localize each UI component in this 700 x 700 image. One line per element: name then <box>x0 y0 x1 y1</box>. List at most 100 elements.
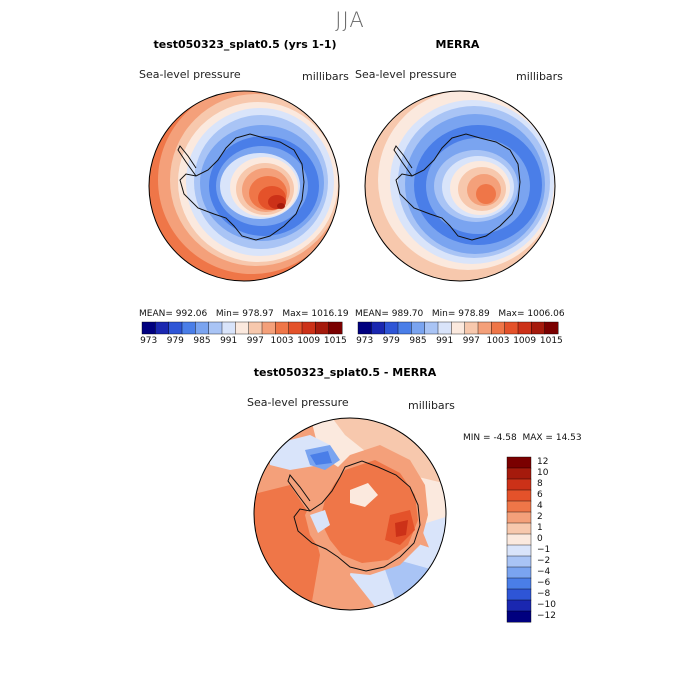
colorbar-swatch <box>506 522 532 535</box>
colorbar-tick-label: 2 <box>537 511 543 522</box>
diff-map-coastline <box>293 460 421 572</box>
colorbar-swatch <box>424 321 439 335</box>
colorbar-swatch <box>506 467 532 480</box>
model-colorbar <box>141 321 343 335</box>
colorbar-tick-label: 973 <box>356 336 374 346</box>
colorbar-swatch <box>261 321 276 335</box>
colorbar-swatch <box>275 321 290 335</box>
diff-max-label: MAX = <box>522 433 553 443</box>
colorbar-swatch <box>517 321 532 335</box>
merra-slp-map <box>364 90 556 282</box>
merra-panel-title: MERRA <box>435 38 480 51</box>
colorbar-tick-label: 973 <box>140 336 158 346</box>
colorbar-swatch <box>397 321 412 335</box>
colorbar-tick-label: 1009 <box>297 336 321 346</box>
colorbar-swatch <box>235 321 250 335</box>
colorbar-swatch <box>141 321 156 335</box>
merra-map-band <box>476 184 496 204</box>
colorbar-swatch <box>288 321 303 335</box>
merra-max-value: 1006.06 <box>527 309 565 319</box>
colorbar-swatch <box>411 321 426 335</box>
colorbar-swatch <box>371 321 386 335</box>
colorbar-swatch <box>437 321 452 335</box>
colorbar-tick-label: 12 <box>537 456 549 467</box>
colorbar-swatch <box>451 321 466 335</box>
diff-min-value: -4.58 <box>493 433 517 443</box>
colorbar-swatch <box>248 321 263 335</box>
diff-variable-label: Sea-level pressure <box>247 396 349 409</box>
model-colorbar-ticks: 973 979 985 991 997 1003 1009 1015 <box>140 336 347 348</box>
model-min-value: 978.97 <box>242 309 274 319</box>
colorbar-tick-label: 997 <box>462 336 480 346</box>
colorbar-tick-label: 1009 <box>513 336 537 346</box>
colorbar-swatch <box>315 321 330 335</box>
colorbar-tick-label: −2 <box>537 555 551 566</box>
model-max-label: Max= <box>282 309 309 319</box>
model-units-label: millibars <box>302 70 349 83</box>
colorbar-swatch <box>506 533 532 546</box>
model-stats: MEAN= 992.06 Min= 978.97 Max= 1016.19 <box>139 309 349 319</box>
diff-slp-map <box>253 417 447 611</box>
diff-units-label: millibars <box>408 399 455 412</box>
colorbar-tick-label: 985 <box>409 336 427 346</box>
colorbar-swatch <box>491 321 506 335</box>
colorbar-swatch <box>544 321 559 335</box>
merra-variable-label: Sea-level pressure <box>355 68 457 81</box>
colorbar-swatch <box>506 555 532 568</box>
colorbar-swatch <box>357 321 372 335</box>
colorbar-tick-label: 991 <box>220 336 238 346</box>
model-mean-value: 992.06 <box>175 309 208 319</box>
model-mean-label: MEAN= <box>139 309 173 319</box>
colorbar-tick-label: 8 <box>537 478 543 489</box>
diff-colorbar <box>506 456 532 623</box>
colorbar-tick-label: 4 <box>537 500 543 511</box>
colorbar-swatch <box>328 321 343 335</box>
merra-units-label: millibars <box>516 70 563 83</box>
diff-stats: MIN = -4.58 MAX = 14.53 <box>463 433 582 443</box>
model-map-peninsula <box>177 145 197 177</box>
diff-min-label: MIN = <box>463 433 491 443</box>
colorbar-tick-label: 0 <box>537 533 543 544</box>
colorbar-tick-label: 10 <box>537 467 549 478</box>
colorbar-swatch <box>168 321 183 335</box>
model-slp-map <box>148 90 340 282</box>
colorbar-swatch <box>221 321 236 335</box>
diff-map-band <box>350 483 378 507</box>
colorbar-swatch <box>208 321 223 335</box>
colorbar-swatch <box>506 588 532 601</box>
merra-map-peninsula <box>393 145 413 177</box>
merra-min-label: Min= <box>431 309 456 319</box>
model-map-band <box>277 203 285 209</box>
colorbar-swatch <box>506 500 532 513</box>
colorbar-tick-label: 979 <box>166 336 184 346</box>
merra-max-label: Max= <box>498 309 525 319</box>
model-max-value: 1016.19 <box>311 309 349 319</box>
colorbar-tick-label: 985 <box>193 336 211 346</box>
colorbar-tick-label: −1 <box>537 544 551 555</box>
colorbar-swatch <box>506 544 532 557</box>
colorbar-tick-label: 1 <box>537 522 543 533</box>
colorbar-swatch <box>384 321 399 335</box>
colorbar-tick-label: 6 <box>537 489 543 500</box>
colorbar-tick-label: 1003 <box>270 336 294 346</box>
diff-colorbar-ticks: 12 10 8 6 4 2 1 0 −1 −2 −4 −6 −8 −10 −12 <box>537 457 577 622</box>
colorbar-swatch <box>506 511 532 524</box>
colorbar-tick-label: 1015 <box>539 336 563 346</box>
colorbar-swatch <box>506 610 532 623</box>
colorbar-tick-label: 997 <box>246 336 264 346</box>
colorbar-swatch <box>506 577 532 590</box>
colorbar-swatch <box>477 321 492 335</box>
colorbar-tick-label: −4 <box>537 566 551 577</box>
diff-map-band <box>395 520 408 537</box>
colorbar-swatch <box>506 456 532 469</box>
colorbar-swatch <box>504 321 519 335</box>
merra-stats: MEAN= 989.70 Min= 978.89 Max= 1006.06 <box>355 309 565 319</box>
colorbar-tick-label: −10 <box>537 599 556 610</box>
diff-panel-title: test050323_splat0.5 - MERRA <box>253 366 437 379</box>
colorbar-tick-label: −6 <box>537 577 551 588</box>
merra-min-value: 978.89 <box>458 309 490 319</box>
colorbar-swatch <box>506 599 532 612</box>
colorbar-swatch <box>464 321 479 335</box>
colorbar-swatch <box>506 489 532 502</box>
colorbar-tick-label: 1015 <box>323 336 347 346</box>
